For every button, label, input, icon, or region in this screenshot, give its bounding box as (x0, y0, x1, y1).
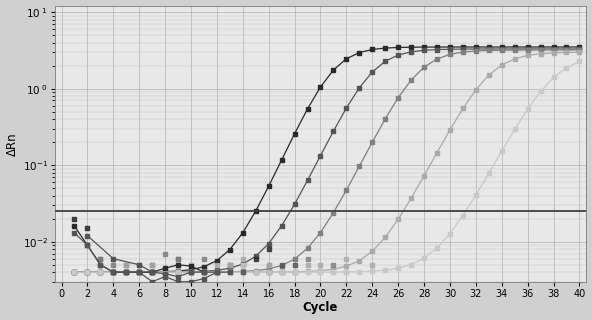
Point (251, 270, 260, 275)
Point (290, 270, 300, 275)
Point (186, 262, 196, 267)
Point (329, 270, 338, 275)
Point (200, 270, 209, 275)
Point (303, 270, 312, 275)
Point (121, 262, 131, 267)
Point (264, 270, 274, 275)
Point (238, 256, 247, 261)
Point (70, 216, 79, 221)
Point (264, 262, 274, 267)
Point (277, 270, 287, 275)
Point (200, 270, 209, 275)
Point (134, 270, 144, 275)
Point (173, 256, 183, 261)
Point (316, 262, 325, 267)
Point (200, 256, 209, 261)
Point (173, 256, 183, 261)
Point (212, 270, 221, 275)
Point (277, 262, 287, 267)
Point (264, 247, 274, 252)
Point (134, 262, 144, 267)
Point (316, 270, 325, 275)
Point (290, 270, 300, 275)
Point (225, 270, 234, 275)
Point (251, 270, 260, 275)
Point (147, 262, 157, 267)
Point (342, 270, 351, 275)
Point (96, 256, 105, 261)
Point (251, 256, 260, 261)
Point (277, 270, 287, 275)
Point (225, 262, 234, 267)
Point (160, 270, 170, 275)
Point (264, 262, 274, 267)
Point (186, 270, 196, 275)
Point (225, 262, 234, 267)
Point (160, 270, 170, 275)
Point (96, 256, 105, 261)
Point (160, 270, 170, 275)
Point (147, 262, 157, 267)
Point (186, 262, 196, 267)
Point (212, 262, 221, 267)
Point (83, 226, 92, 231)
Point (329, 262, 338, 267)
Point (173, 270, 183, 275)
Point (368, 262, 377, 267)
Y-axis label: ΔRn: ΔRn (5, 132, 18, 156)
Point (160, 251, 170, 256)
Point (212, 270, 221, 275)
Point (251, 270, 260, 275)
Point (264, 270, 274, 275)
Point (277, 270, 287, 275)
Point (121, 262, 131, 267)
Point (303, 256, 312, 261)
Point (238, 262, 247, 267)
X-axis label: Cycle: Cycle (303, 301, 338, 315)
Point (238, 270, 247, 275)
Point (186, 270, 196, 275)
Point (212, 270, 221, 275)
Point (225, 262, 234, 267)
Point (108, 262, 118, 267)
Point (290, 262, 300, 267)
Point (238, 262, 247, 267)
Point (147, 270, 157, 275)
Point (303, 262, 312, 267)
Point (342, 256, 351, 261)
Point (173, 270, 183, 275)
